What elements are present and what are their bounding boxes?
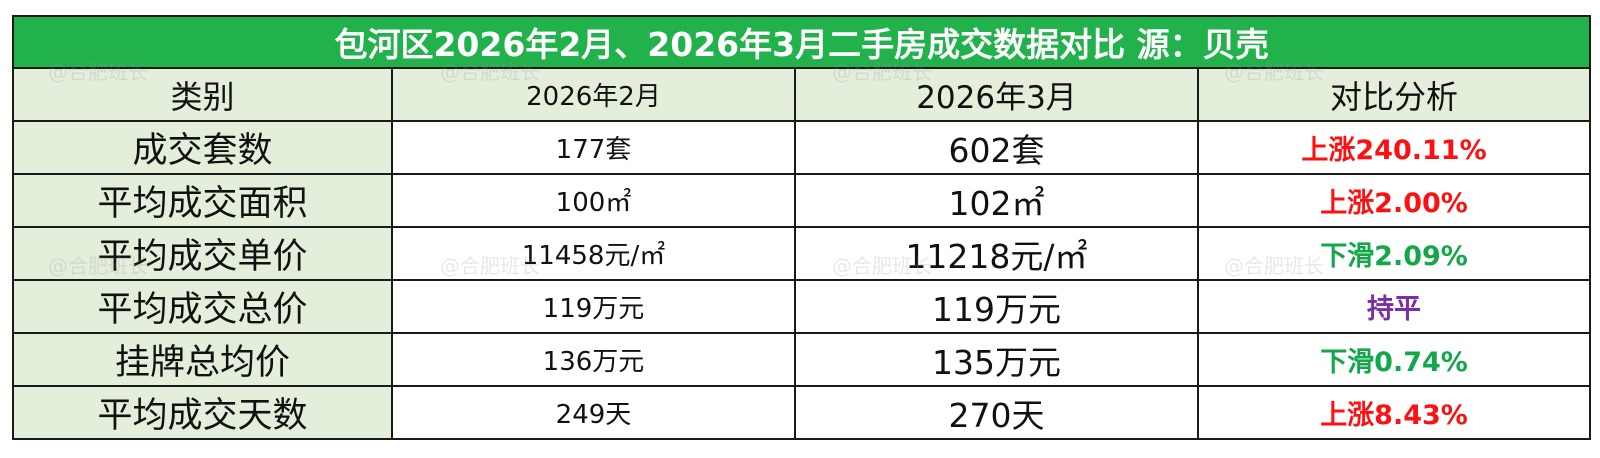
header-feb: 2026年2月 [391,67,796,122]
row-category: 平均成交面积 [12,173,393,228]
row-mar-value: 270天 [794,385,1199,440]
table-title: 包河区2026年2月、2026年3月二手房成交数据对比 源：贝壳 [11,15,1592,69]
table-row: 成交套数 177套 602套 上涨240.11% [12,120,1592,175]
row-feb-value: 100㎡ [391,173,796,228]
row-feb-value: 177套 [391,120,796,175]
row-analysis: 上涨240.11% [1196,120,1592,175]
row-feb-value: 119万元 [391,279,796,334]
row-mar-value: 602套 [794,120,1199,175]
header-mar: 2026年3月 [794,67,1199,122]
row-analysis: 下滑2.09% [1196,226,1592,281]
row-analysis: 下滑0.74% [1196,332,1592,387]
row-mar-value: 119万元 [794,279,1199,334]
row-category: 成交套数 [12,120,393,175]
header-category: 类别 [12,67,393,122]
table-row: 挂牌总均价 136万元 135万元 下滑0.74% [12,332,1592,387]
row-category: 平均成交天数 [12,385,393,440]
row-analysis: 上涨8.43% [1196,385,1592,440]
row-feb-value: 11458元/㎡ [391,226,796,281]
table-row: 平均成交天数 249天 270天 上涨8.43% [12,385,1592,440]
row-feb-value: 136万元 [391,332,796,387]
comparison-table: 包河区2026年2月、2026年3月二手房成交数据对比 源：贝壳 类别 2026… [11,15,1592,440]
table-row: 平均成交总价 119万元 119万元 持平 [12,279,1592,334]
row-mar-value: 11218元/㎡ [794,226,1199,281]
row-feb-value: 249天 [391,385,796,440]
row-mar-value: 135万元 [794,332,1199,387]
row-analysis: 上涨2.00% [1196,173,1592,228]
row-mar-value: 102㎡ [794,173,1199,228]
comparison-table-container: 包河区2026年2月、2026年3月二手房成交数据对比 源：贝壳 类别 2026… [11,15,1592,440]
row-category: 挂牌总均价 [12,332,393,387]
row-category: 平均成交单价 [12,226,393,281]
header-analysis: 对比分析 [1196,67,1592,122]
table-row: 平均成交单价 11458元/㎡ 11218元/㎡ 下滑2.09% [12,226,1592,281]
table-row: 平均成交面积 100㎡ 102㎡ 上涨2.00% [12,173,1592,228]
row-analysis: 持平 [1196,279,1592,334]
row-category: 平均成交总价 [12,279,393,334]
